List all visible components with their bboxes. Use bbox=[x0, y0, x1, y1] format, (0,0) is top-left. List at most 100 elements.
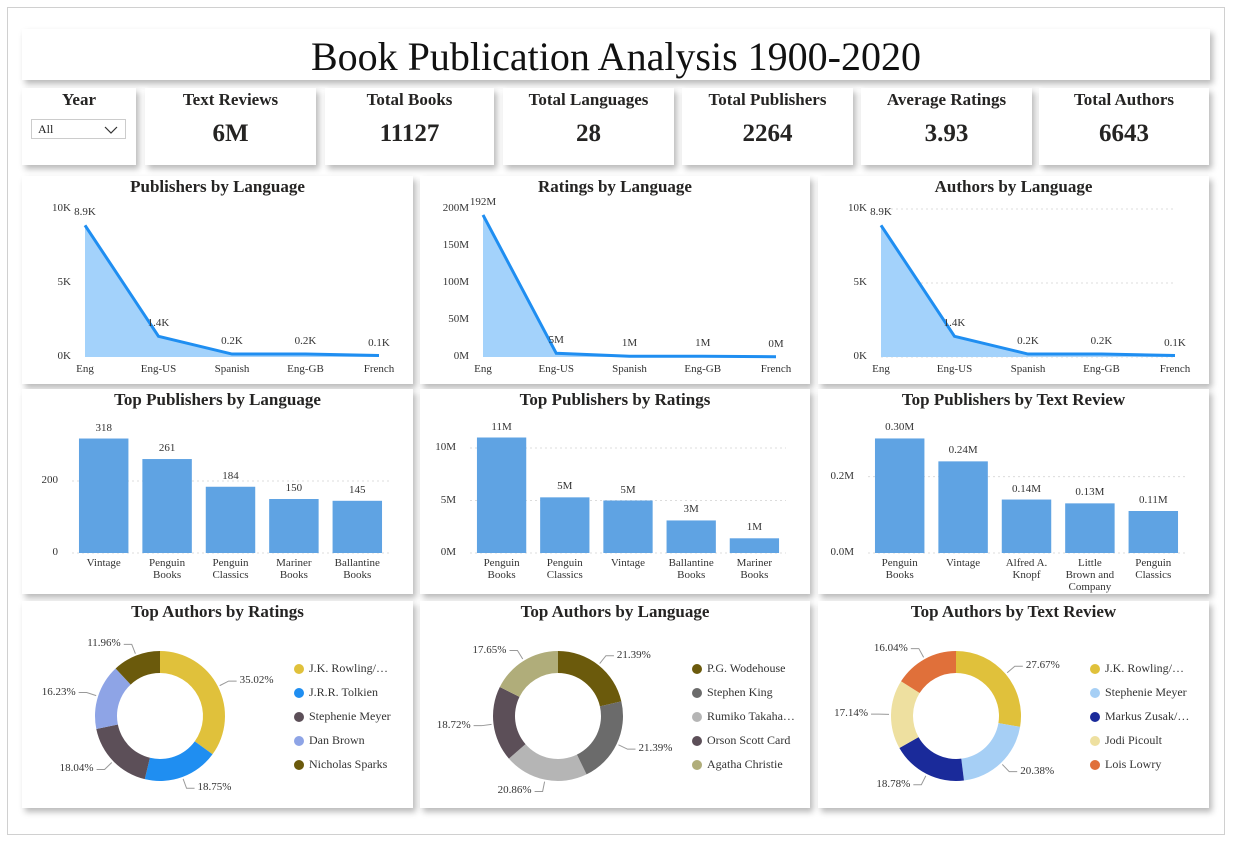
chart-title: Top Authors by Ratings bbox=[131, 602, 304, 621]
chart bbox=[83, 224, 380, 358]
year-slicer: Year All bbox=[22, 88, 136, 165]
y-tick-label: 5K bbox=[853, 276, 867, 288]
area bbox=[85, 225, 379, 357]
y-tick-label: 0K bbox=[853, 350, 867, 362]
donut-slice bbox=[558, 651, 622, 707]
y-tick-label: 0.0M bbox=[830, 546, 854, 558]
x-tick-label: Eng bbox=[872, 363, 890, 375]
y-tick-label: 5K bbox=[57, 276, 71, 288]
leader-line bbox=[219, 680, 237, 687]
chart-panel: Top Authors by Ratings 35.02% J.K. Rowling… bbox=[22, 601, 413, 808]
slicer-dropdown[interactable]: All bbox=[31, 119, 126, 139]
line bbox=[481, 214, 777, 359]
card-value: 6643 bbox=[1099, 120, 1149, 147]
card-value: 3.93 bbox=[924, 120, 969, 147]
legend-marker bbox=[294, 760, 304, 770]
bar bbox=[874, 438, 925, 553]
donut-slice bbox=[961, 723, 1021, 781]
x-tick-label: Eng-US bbox=[538, 363, 574, 375]
x-tick-label: Vintage bbox=[610, 557, 646, 569]
dashboard-title: Book Publication Analysis 1900-2020 bbox=[311, 34, 921, 79]
legend-label: Nicholas Sparks bbox=[309, 757, 388, 771]
data-label: 11.96% bbox=[87, 637, 121, 650]
data-label: 27.67% bbox=[1025, 659, 1060, 672]
legend-label: J.K. Rowling/… bbox=[1105, 661, 1185, 675]
legend-marker bbox=[294, 736, 304, 746]
x-tick-label: Spanish bbox=[612, 363, 647, 375]
legend-label: Jodi Picoult bbox=[1105, 733, 1163, 747]
donut-slice bbox=[956, 651, 1021, 727]
data-label: 184 bbox=[222, 469, 239, 482]
chart-title: Ratings by Language bbox=[538, 177, 692, 196]
data-label: 1.4K bbox=[943, 317, 966, 330]
area bbox=[881, 225, 1175, 357]
chart-title: Top Publishers by Text Review bbox=[901, 390, 1126, 409]
leader-line bbox=[123, 643, 136, 654]
donut-slice bbox=[508, 744, 587, 781]
legend-marker bbox=[1090, 688, 1100, 698]
y-tick-label: 200M bbox=[442, 202, 469, 214]
chart-panel: Top Authors by Language 21.39% P.G. Wodeho… bbox=[420, 601, 810, 808]
card-label: Average Ratings bbox=[886, 90, 1007, 109]
legend-label: Markus Zusak/… bbox=[1105, 709, 1190, 723]
data-label: 17.65% bbox=[472, 643, 507, 656]
legend-marker bbox=[692, 664, 702, 674]
legend-label: Orson Scott Card bbox=[707, 733, 791, 747]
y-tick-label: 100M bbox=[442, 276, 469, 288]
leader-line bbox=[534, 781, 546, 792]
legend-label: J.R.R. Tolkien bbox=[309, 685, 378, 699]
x-tick-label: Ballantine Books bbox=[668, 557, 714, 581]
x-tick-label: Eng-US bbox=[140, 363, 177, 375]
leader-line bbox=[509, 650, 524, 660]
slicer-label: Year bbox=[62, 90, 96, 109]
donut-slice bbox=[576, 701, 623, 775]
donut-slice bbox=[499, 651, 558, 697]
y-tick-label: 10K bbox=[848, 202, 867, 214]
kpi-card: Average Ratings 3.93 bbox=[861, 88, 1032, 165]
data-label: 0.11M bbox=[1138, 494, 1168, 506]
chart bbox=[879, 208, 1176, 358]
kpi-card: Total Publishers 2264 bbox=[682, 88, 853, 165]
chart-panel: Top Publishers by Language 0 200 318 Vintage… bbox=[22, 389, 413, 594]
area bbox=[483, 214, 776, 357]
dropdown-chevron bbox=[104, 126, 118, 134]
x-tick-label: Penguin Books bbox=[483, 557, 520, 581]
leader-line bbox=[1001, 764, 1018, 773]
data-label: 261 bbox=[158, 442, 176, 455]
data-label: 18.75% bbox=[197, 781, 232, 794]
data-label: 18.04% bbox=[59, 762, 94, 775]
data-label: 5M bbox=[557, 480, 573, 493]
data-label: 16.23% bbox=[41, 685, 76, 698]
kpi-card: Total Authors 6643 bbox=[1039, 88, 1209, 165]
x-tick-label: Vintage bbox=[946, 557, 981, 569]
leader-line bbox=[473, 723, 492, 727]
legend-label: J.K. Rowling/… bbox=[309, 661, 389, 675]
chart-panel: Top Publishers by Text Review 0.0M 0.2M 0.3… bbox=[818, 389, 1209, 594]
data-label: 0.1K bbox=[368, 336, 390, 349]
y-tick-label: 200 bbox=[41, 474, 59, 486]
legend-marker bbox=[1090, 712, 1100, 722]
card-value: 11127 bbox=[379, 120, 440, 147]
data-label: 1.4K bbox=[147, 317, 170, 330]
legend-marker bbox=[1090, 736, 1100, 746]
x-tick-label: Penguin Classics bbox=[212, 557, 249, 581]
x-tick-label: Eng-GB bbox=[287, 363, 324, 375]
bar bbox=[78, 438, 129, 553]
x-tick-label: Vintage bbox=[86, 557, 121, 569]
donut-slice bbox=[144, 741, 213, 781]
x-tick-label: Eng-GB bbox=[1083, 363, 1120, 375]
card-label: Total Books bbox=[366, 90, 453, 109]
card-label: Total Authors bbox=[1074, 90, 1174, 109]
leader-line bbox=[1006, 665, 1023, 674]
donut-slice bbox=[96, 724, 150, 780]
x-tick-label: Spanish bbox=[1010, 363, 1046, 375]
data-label: 0.30M bbox=[885, 421, 915, 434]
y-tick-label: 50M bbox=[448, 313, 469, 325]
data-label: 8.9K bbox=[870, 206, 892, 219]
donut-slice bbox=[899, 737, 964, 781]
bar bbox=[269, 499, 319, 553]
data-label: 20.38% bbox=[1020, 764, 1055, 777]
line bbox=[83, 224, 380, 358]
legend-marker bbox=[692, 736, 702, 746]
